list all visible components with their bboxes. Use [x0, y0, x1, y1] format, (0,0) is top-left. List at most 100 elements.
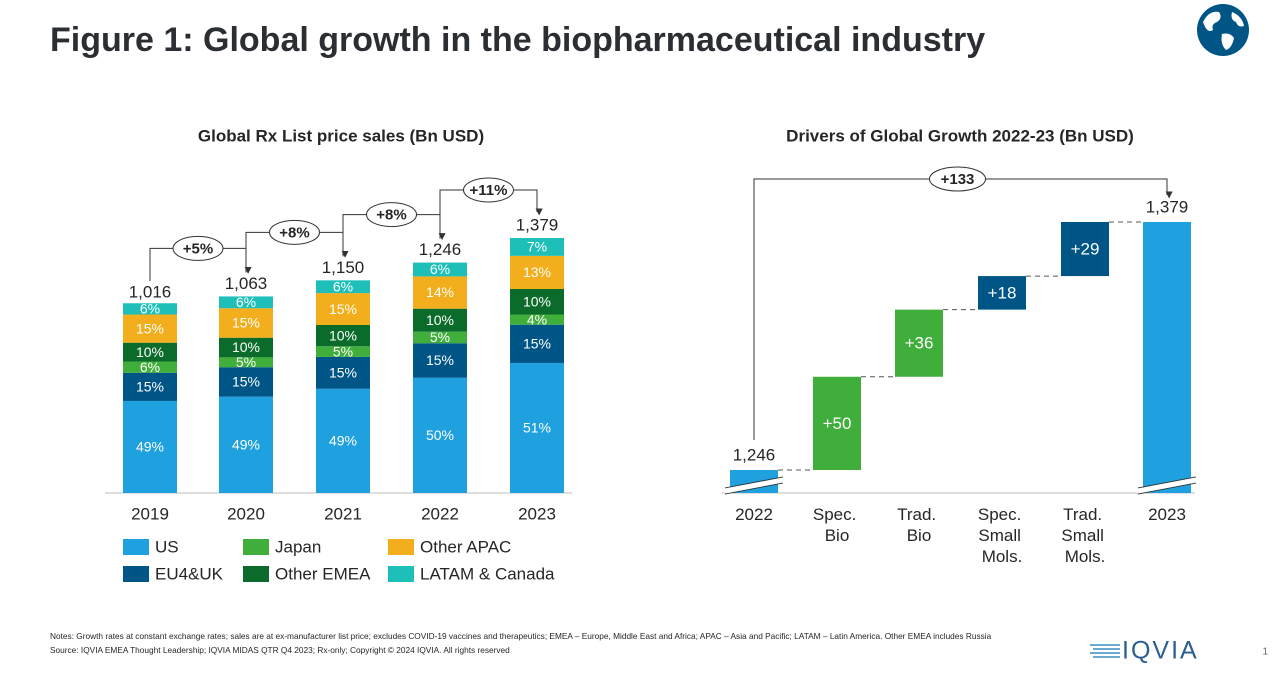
segment-label: 10%: [426, 312, 454, 328]
bar-segment: [219, 308, 273, 338]
total-label: 1,063: [225, 274, 268, 293]
page-title: Figure 1: Global growth in the biopharma…: [50, 21, 985, 59]
total-label: 1,150: [322, 258, 365, 277]
segment-label: 49%: [232, 437, 260, 453]
x-tick-label: 2023: [518, 504, 556, 523]
bar-segment: [413, 276, 467, 309]
segment-label: 15%: [329, 365, 357, 381]
bar-segment: [219, 357, 273, 368]
bar: [813, 376, 861, 470]
segment-label: 15%: [232, 374, 260, 390]
bar-segment: [510, 255, 564, 289]
bar-segment: [219, 337, 273, 358]
growth-label: +8%: [376, 207, 406, 224]
bar-segment: [316, 346, 370, 357]
growth-bubble: [172, 235, 224, 261]
bar-segment: [219, 296, 273, 309]
bar-segment: [123, 303, 177, 315]
change-bubble: [929, 166, 986, 192]
total-label: 1,246: [419, 240, 462, 259]
logo-stripes: [1090, 644, 1120, 658]
bar-segment: [123, 314, 177, 343]
segment-label: 6%: [333, 278, 353, 294]
x-tick-label: 2023: [1148, 505, 1186, 524]
x-tick-label: 2022: [421, 504, 459, 523]
segment-label: 10%: [523, 293, 551, 309]
segment-label: 6%: [430, 261, 450, 277]
x-tick-label: 2020: [227, 504, 265, 523]
legend-label: Other EMEA: [275, 564, 371, 583]
bar: [1143, 222, 1191, 493]
segment-label: 15%: [136, 379, 164, 395]
bar-segment: [316, 293, 370, 326]
notes: Notes: Growth rates at constant exchange…: [50, 631, 992, 641]
x-tick-label: Spec. Small Mols.: [978, 505, 1026, 566]
legend-swatch: [243, 566, 269, 582]
bar: [1061, 222, 1109, 277]
growth-bubble: [366, 202, 417, 228]
change-label: +133: [941, 171, 975, 188]
axis-break: [1137, 476, 1197, 489]
segment-label: 5%: [430, 329, 450, 345]
growth-label: +5%: [183, 240, 213, 257]
bar-segment: [510, 289, 564, 315]
bar-segment: [316, 388, 370, 493]
segment-label: 14%: [426, 284, 454, 300]
segment-label: 4%: [527, 311, 547, 327]
segment-label: 15%: [136, 320, 164, 336]
total-label: 1,379: [516, 215, 559, 234]
chart-title: Drivers of Global Growth 2022-23 (Bn USD…: [786, 126, 1134, 145]
legend-swatch: [388, 539, 414, 555]
segment-label: 6%: [236, 294, 256, 310]
x-tick-label: 2022: [735, 505, 773, 524]
chart-title: Global Rx List price sales (Bn USD): [198, 126, 484, 145]
bar-segment: [219, 396, 273, 493]
segment-label: 51%: [523, 420, 551, 436]
x-tick-label: Trad. Bio: [897, 505, 941, 545]
segment-label: 6%: [140, 301, 160, 317]
x-tick-label: Trad. Small Mols.: [1061, 505, 1108, 566]
value-label: +50: [823, 414, 852, 433]
bar-segment: [413, 262, 467, 277]
legend-label: US: [155, 537, 179, 556]
segment-label: 10%: [136, 344, 164, 360]
legend-swatch: [388, 566, 414, 582]
growth-label: +8%: [279, 224, 309, 241]
page-number: 1: [1262, 647, 1268, 658]
bar-segment: [123, 400, 177, 493]
segment-label: 15%: [329, 301, 357, 317]
legend-label: LATAM & Canada: [420, 564, 555, 583]
legend-label: EU4&UK: [155, 564, 224, 583]
legend-label: Japan: [275, 537, 321, 556]
value-label: +18: [988, 283, 1017, 302]
bar-segment: [316, 325, 370, 347]
segment-label: 7%: [527, 239, 547, 255]
segment-label: 13%: [523, 264, 551, 280]
growth-bubble: [463, 177, 514, 203]
bar-segment: [510, 238, 564, 256]
segment-label: 10%: [329, 327, 357, 343]
segment-label: 15%: [523, 336, 551, 352]
bar-segment: [123, 372, 177, 401]
segment-label: 5%: [333, 343, 353, 359]
bar-segment: [413, 308, 467, 332]
total-label: 1,016: [129, 283, 172, 302]
globe-icon: [1197, 4, 1249, 56]
legend-swatch: [123, 566, 149, 582]
value-label: 1,379: [1146, 197, 1189, 216]
bar-segment: [219, 367, 273, 397]
bar-segment: [510, 324, 564, 363]
bar: [895, 309, 943, 377]
axis-break: [724, 477, 784, 494]
segment-label: 15%: [426, 352, 454, 368]
bar-segment: [510, 314, 564, 325]
segment-label: 15%: [232, 315, 260, 331]
axis-break: [1137, 477, 1197, 494]
bar-segment: [123, 342, 177, 362]
bar-segment: [413, 343, 467, 378]
axis-break: [724, 482, 784, 495]
x-tick-label: 2021: [324, 504, 362, 523]
bar-segment: [316, 280, 370, 294]
x-tick-label: Spec. Bio: [813, 505, 861, 545]
